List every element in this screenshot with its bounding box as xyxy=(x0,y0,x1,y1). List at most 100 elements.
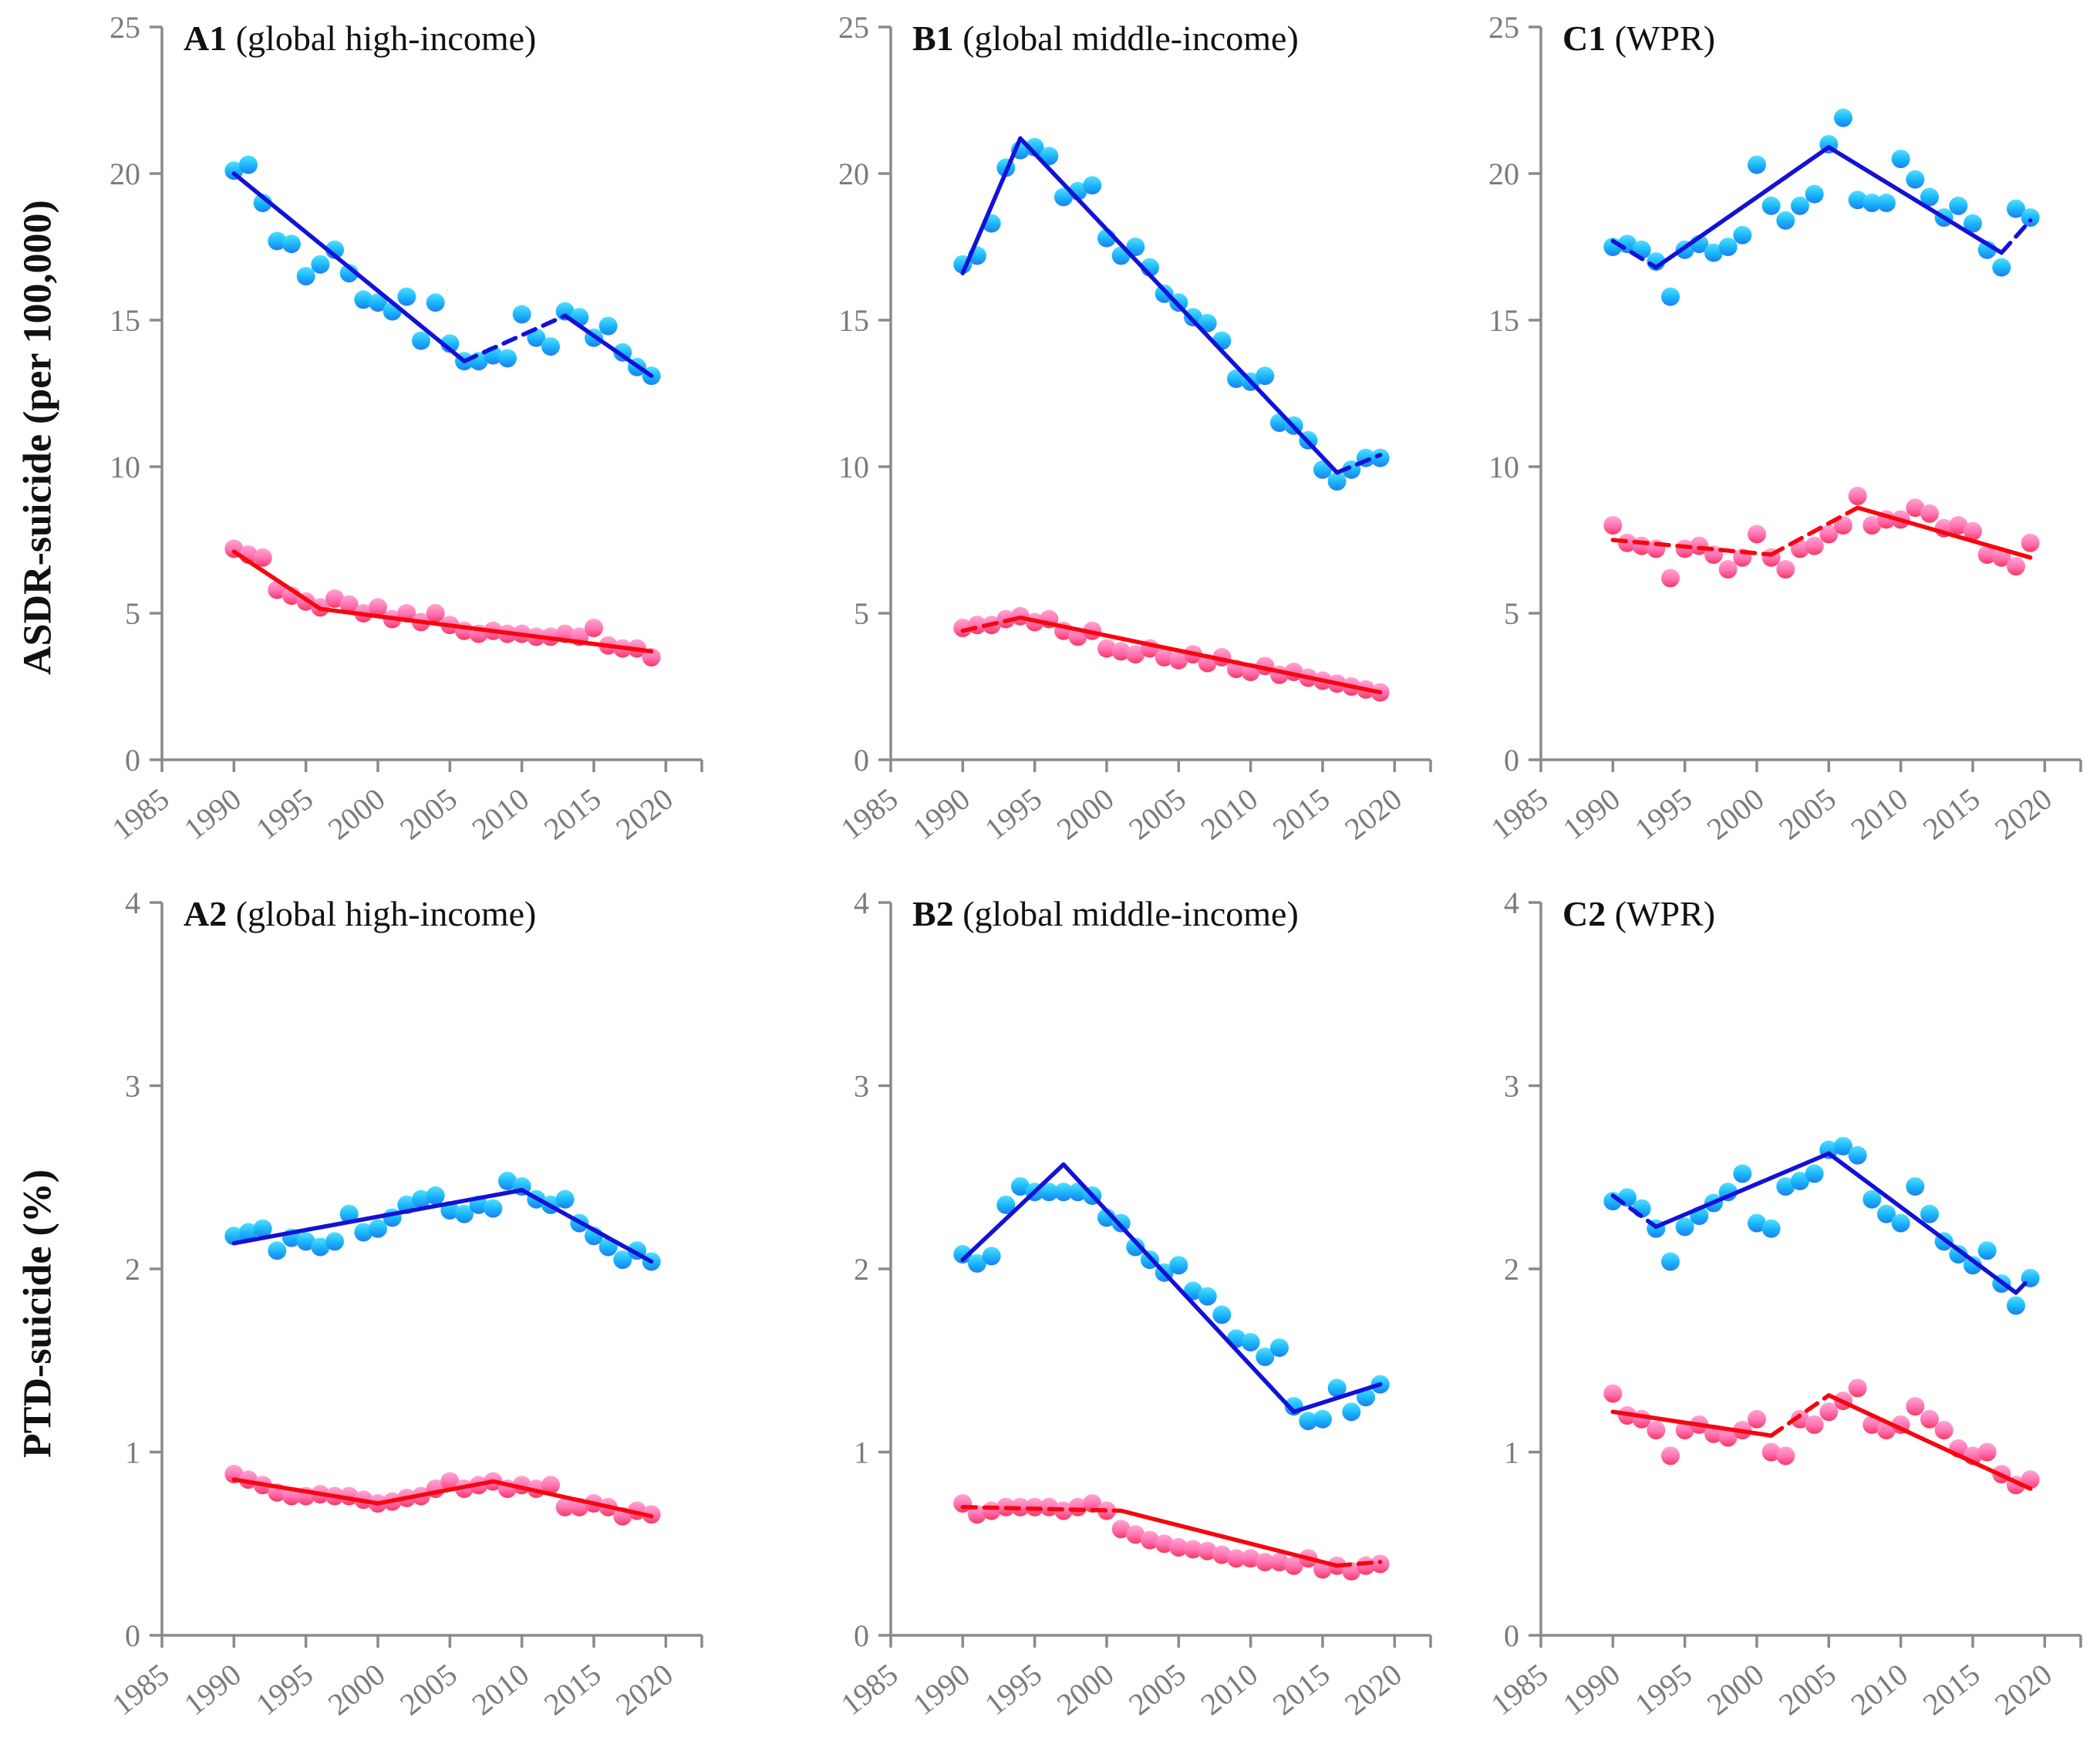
data-point-blue xyxy=(1025,137,1044,157)
data-point-pink xyxy=(1097,639,1116,658)
data-point-pink xyxy=(968,1505,986,1524)
y-tick-label: 15 xyxy=(110,303,140,338)
x-tick-label: 2015 xyxy=(1266,781,1337,847)
trend-segment-blue-solid xyxy=(960,136,1023,275)
data-point-pink xyxy=(1934,1421,1953,1439)
trend-segment-pink-solid xyxy=(1610,1409,1774,1438)
trend-segment-blue-dashed xyxy=(1610,238,1659,270)
data-point-blue xyxy=(1920,187,1939,207)
data-point-blue xyxy=(953,1245,972,1263)
data-point-blue xyxy=(1040,1183,1059,1202)
data-point-pink xyxy=(1848,1378,1867,1398)
data-point-blue xyxy=(1949,1245,1968,1263)
x-tick-label: 2000 xyxy=(1050,781,1121,847)
y-tick-label: 2 xyxy=(125,1252,140,1287)
data-point-pink xyxy=(426,604,445,622)
data-point-blue xyxy=(1862,1189,1882,1209)
data-point-pink xyxy=(1963,521,1982,541)
trend-segment-pink-dashed xyxy=(1610,538,1774,557)
data-point-pink xyxy=(1169,1538,1188,1557)
y-tick-label: 4 xyxy=(125,886,140,920)
data-point-blue xyxy=(455,1204,474,1223)
data-point-blue xyxy=(498,349,517,368)
x-tick-label: 1990 xyxy=(1556,1657,1626,1722)
data-point-blue xyxy=(982,1247,1001,1266)
data-point-blue xyxy=(1661,1252,1680,1271)
x-tick-label: 1995 xyxy=(978,1657,1048,1722)
data-point-pink xyxy=(1212,1545,1232,1564)
y-tick-label: 25 xyxy=(1488,10,1519,45)
data-point-pink xyxy=(1776,560,1795,579)
data-point-blue xyxy=(1198,313,1217,332)
data-point-blue xyxy=(1963,214,1982,233)
x-tick-label: 2020 xyxy=(1338,1657,1408,1722)
x-tick-label: 1995 xyxy=(249,781,319,847)
data-point-blue xyxy=(1834,1136,1852,1156)
data-point-blue xyxy=(1327,1378,1347,1398)
trend-segment-pink-solid xyxy=(1018,615,1383,695)
data-point-pink xyxy=(1256,1553,1275,1571)
data-point-pink xyxy=(1949,516,1968,535)
x-tick-label: 2015 xyxy=(538,781,608,847)
data-point-blue xyxy=(1704,243,1723,262)
x-tick-label: 1995 xyxy=(978,781,1048,847)
y-tick-label: 20 xyxy=(110,157,140,191)
data-point-blue xyxy=(1661,287,1680,306)
data-point-blue xyxy=(1805,184,1824,204)
x-tick-label: 2020 xyxy=(609,1657,679,1722)
data-point-pink xyxy=(1992,548,2011,567)
x-tick-label: 2010 xyxy=(465,781,535,847)
x-tick-label: 1985 xyxy=(1485,781,1555,847)
y-tick-label: 20 xyxy=(838,157,869,191)
data-point-pink xyxy=(1920,1409,1939,1429)
data-point-pink xyxy=(339,595,359,614)
data-point-pink xyxy=(1718,560,1738,579)
data-point-pink xyxy=(2021,1470,2040,1490)
data-point-blue xyxy=(541,337,560,356)
data-point-blue xyxy=(1154,284,1174,303)
data-point-blue xyxy=(369,293,387,312)
data-point-pink xyxy=(1977,545,1997,564)
y-tick-label: 4 xyxy=(854,886,869,920)
data-point-pink xyxy=(2021,533,2040,552)
data-point-pink xyxy=(1906,498,1925,518)
data-point-pink xyxy=(1154,1534,1174,1554)
data-point-blue xyxy=(1834,108,1852,127)
data-point-pink xyxy=(1198,1541,1217,1560)
x-tick-label: 1995 xyxy=(1628,1657,1698,1722)
data-point-blue xyxy=(1370,448,1390,467)
data-point-pink xyxy=(1169,650,1188,670)
data-point-pink xyxy=(1126,1525,1145,1544)
data-point-pink xyxy=(1184,1540,1202,1559)
data-point-pink xyxy=(1748,525,1766,544)
panel-A2-global-high-income: 0 1 2 3 4 1985 1990 1995 2000 2005 2010 2015 2020 A2 … xyxy=(106,886,703,1722)
data-point-pink xyxy=(1791,1409,1809,1429)
y-axis-label-row2: PTD-suicide (%) xyxy=(15,1169,60,1458)
data-point-pink xyxy=(1848,487,1867,505)
data-point-pink xyxy=(541,1476,560,1495)
trend-segment-pink-solid xyxy=(1118,1508,1340,1568)
data-point-blue xyxy=(598,316,618,336)
trend-segment-pink-solid xyxy=(231,1477,380,1506)
data-point-blue xyxy=(339,1204,359,1223)
panel-title: A1 (global high-income) xyxy=(184,19,536,58)
data-point-blue xyxy=(1963,1256,1982,1275)
data-point-pink xyxy=(1603,516,1623,535)
data-point-pink xyxy=(325,589,344,608)
data-point-blue xyxy=(498,1172,517,1190)
data-point-pink xyxy=(1661,568,1680,588)
x-tick-label: 1990 xyxy=(1556,781,1626,847)
data-point-blue xyxy=(397,287,416,306)
data-point-pink xyxy=(585,619,603,637)
data-point-blue xyxy=(1184,1281,1202,1301)
y-tick-label: 5 xyxy=(854,596,869,631)
panel-C1-wpr: 0 5 10 15 20 25 1985 1990 1995 2000 2005 2010 2015 20… xyxy=(1485,10,2082,847)
data-point-blue xyxy=(613,1250,632,1270)
x-tick-label: 2005 xyxy=(1772,781,1842,847)
trend-segment-blue-solid xyxy=(1826,1151,2018,1295)
y-tick-label: 15 xyxy=(838,303,869,338)
data-point-pink xyxy=(1862,1415,1882,1434)
data-point-pink xyxy=(369,598,387,617)
data-point-pink xyxy=(1862,516,1882,535)
trend-segment-blue-dashed xyxy=(2014,1276,2033,1295)
